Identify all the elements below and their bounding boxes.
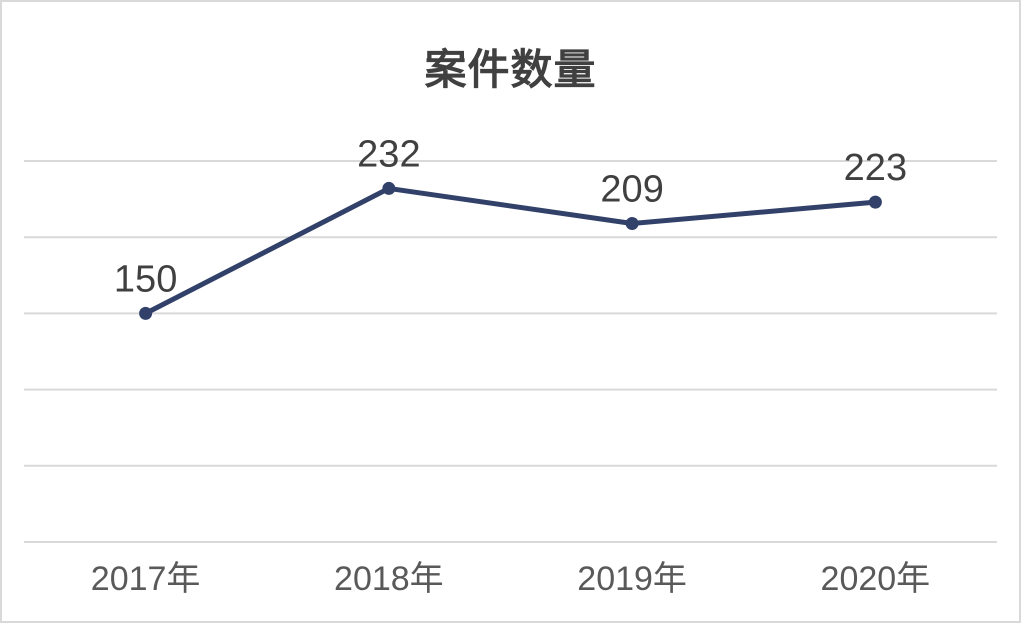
data-label: 209 [600, 168, 663, 210]
data-label: 223 [844, 147, 907, 189]
series-line [143, 185, 878, 316]
data-label: 150 [114, 258, 177, 300]
chart-title: 案件数量 [424, 46, 597, 93]
data-point-marker [382, 181, 396, 195]
data-point-marker [139, 306, 153, 320]
data-point-marker [868, 195, 882, 209]
x-axis-label: 2017年 [91, 560, 201, 598]
x-axis-label: 2020年 [821, 560, 931, 598]
x-axis-label: 2019年 [577, 560, 687, 598]
x-axis-label: 2018年 [334, 560, 444, 598]
data-point-marker [625, 216, 639, 230]
data-label: 232 [357, 133, 420, 175]
